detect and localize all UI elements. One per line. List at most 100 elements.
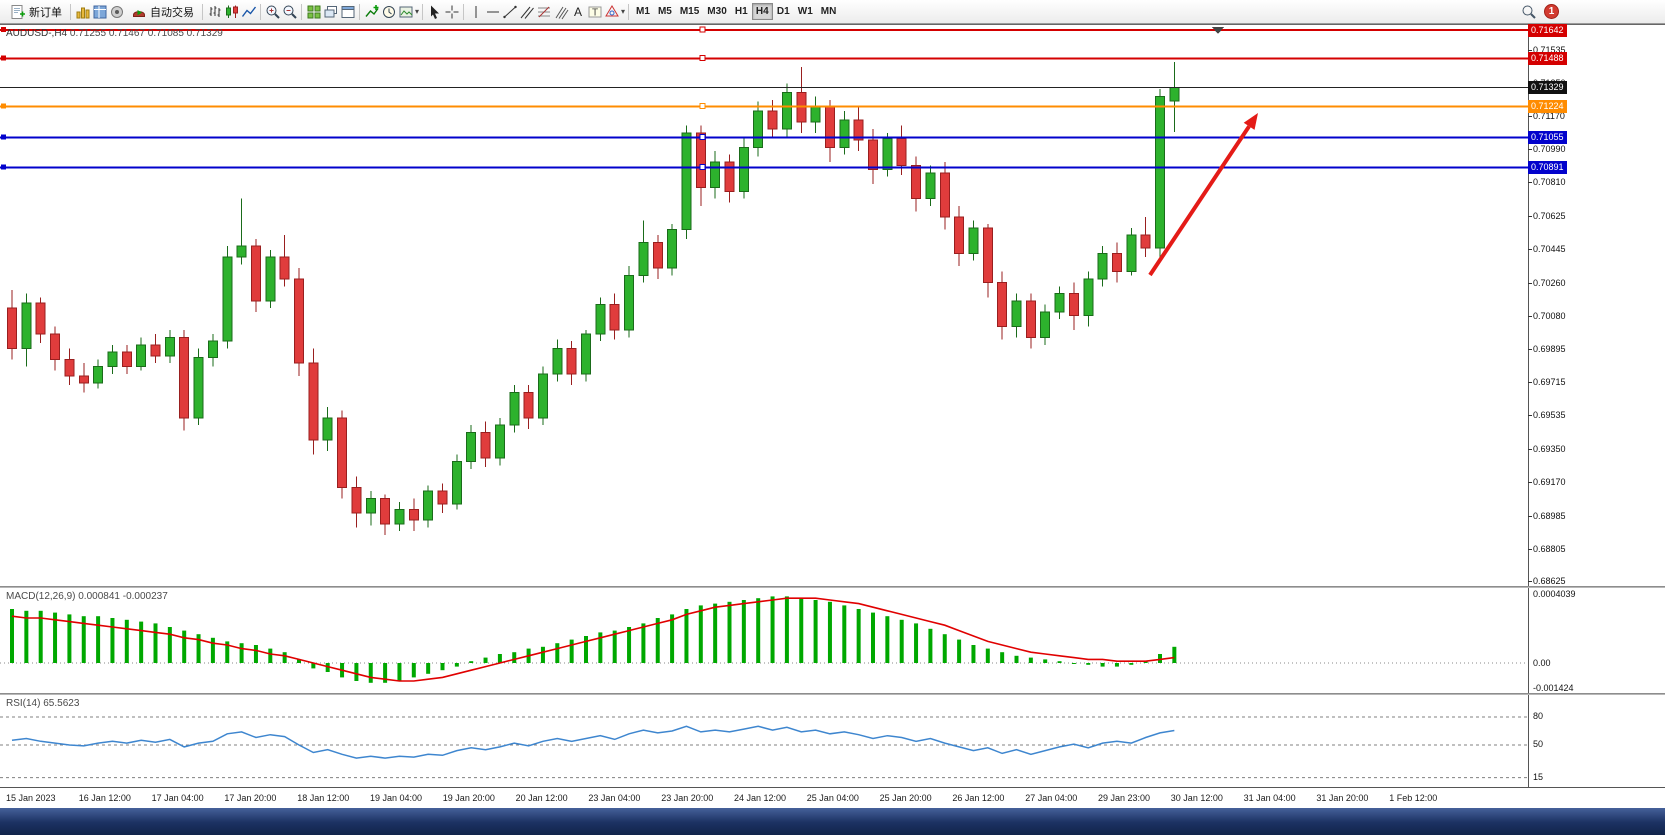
price-tick-label: 0.71535 [1528, 44, 1566, 55]
cursor-icon[interactable] [426, 3, 443, 20]
price-tick-label: 0.69350 [1528, 443, 1566, 454]
tile-windows-icon[interactable] [305, 3, 322, 20]
time-label: 26 Jan 12:00 [952, 793, 1005, 803]
template-dropdown-caret[interactable]: ▾ [415, 7, 420, 16]
symbol-name: AUDUSD-,H4 [6, 28, 68, 39]
price-badge: 0.71488 [1528, 51, 1567, 65]
macd-signal-value: -0.000237 [122, 591, 168, 602]
trendline-tool-icon[interactable] [501, 3, 518, 20]
timeframe-w1-button[interactable]: W1 [797, 6, 813, 17]
search-icon[interactable] [1520, 3, 1537, 20]
time-label: 31 Jan 04:00 [1243, 793, 1296, 803]
autotrading-icon [130, 3, 147, 20]
autotrading-button[interactable]: 自动交易 [125, 2, 199, 22]
timeframe-d1-button[interactable]: D1 [776, 6, 790, 17]
time-label: 15 Jan 2023 [6, 793, 56, 803]
arrange-windows-icon[interactable] [339, 3, 356, 20]
candlestick-type-icon[interactable] [223, 3, 240, 20]
time-label: 1 Feb 12:00 [1389, 793, 1438, 803]
time-label: 30 Jan 12:00 [1170, 793, 1223, 803]
bar-chart-type-icon[interactable] [206, 3, 223, 20]
price-badge: 0.71329 [1528, 80, 1567, 94]
symbol-title: AUDUSD-,H4 0.71255 0.71467 0.71085 0.713… [6, 28, 223, 39]
horizontal-line-tool-icon[interactable] [484, 3, 501, 20]
price-tick-label: 0.69170 [1528, 476, 1566, 487]
time-axis[interactable]: 15 Jan 2023 16 Jan 12:00 17 Jan 04:00 17 Ja… [0, 787, 1665, 808]
main-price-pane[interactable]: AUDUSD-,H4 0.71255 0.71467 0.71085 0.713… [0, 25, 1528, 586]
timeframe-mn-button[interactable]: MN [820, 6, 837, 17]
price-tick-label: 0.70625 [1528, 210, 1566, 221]
fibonacci-tool-icon[interactable] [535, 3, 552, 20]
rsi-pane[interactable]: RSI(14) 65.5623 [0, 695, 1528, 787]
macd-pane[interactable]: MACD(12,26,9) 0.000841 -0.000237 [0, 588, 1528, 693]
timeframe-h1-button[interactable]: H1 [734, 6, 748, 17]
price-badge: 0.71224 [1528, 100, 1567, 113]
new-order-button[interactable]: 新订单 [4, 2, 67, 22]
price-tick-label: 0.70080 [1528, 310, 1566, 321]
time-label: 16 Jan 12:00 [78, 793, 131, 803]
pane-separator[interactable] [0, 693, 1665, 695]
time-label: 18 Jan 12:00 [297, 793, 350, 803]
cascade-windows-icon[interactable] [322, 3, 339, 20]
time-label: 17 Jan 20:00 [224, 793, 277, 803]
shapes-tool-icon[interactable] [603, 3, 620, 20]
price-axis[interactable]: 0.715350.713500.711700.709900.708100.706… [1528, 23, 1665, 787]
zoom-out-icon[interactable] [281, 3, 298, 20]
text-tool-icon[interactable]: A [569, 3, 586, 20]
timeframe-h4-button[interactable]: H4 [751, 3, 773, 20]
toolbar-separator [301, 3, 302, 20]
toolbar-separator [70, 3, 71, 20]
zoom-in-icon[interactable] [264, 3, 281, 20]
price-tick-label: 0.69715 [1528, 377, 1566, 388]
time-label: 20 Jan 12:00 [515, 793, 568, 803]
pane-separator[interactable] [0, 586, 1665, 588]
time-label: 25 Jan 04:00 [806, 793, 859, 803]
price-chart[interactable] [0, 25, 1528, 586]
toolbar-separator [463, 3, 465, 20]
period-clock-icon[interactable] [380, 3, 397, 20]
pitchfork-tool-icon[interactable] [552, 3, 569, 20]
chart-window-icon[interactable] [74, 3, 91, 20]
price-tick-label: 0.69895 [1528, 344, 1566, 355]
time-label: 17 Jan 04:00 [151, 793, 204, 803]
taskbar [0, 807, 1665, 835]
time-label: 24 Jan 12:00 [734, 793, 787, 803]
price-tick-label: 0.70990 [1528, 144, 1566, 155]
time-label: 19 Jan 04:00 [370, 793, 423, 803]
rsi-value: 65.5623 [43, 698, 80, 709]
timeframe-m30-button[interactable]: M30 [707, 6, 727, 17]
rsi-level-label: 80 [1533, 711, 1544, 721]
vertical-line-tool-icon[interactable] [467, 3, 484, 20]
toolbar-separator [202, 3, 203, 20]
price-tick-label: 0.68625 [1528, 576, 1566, 587]
text-tool-glyph: A [574, 5, 582, 19]
shapes-dropdown-caret[interactable]: ▾ [621, 7, 626, 16]
rsi-indicator-chart[interactable] [0, 695, 1528, 787]
macd-main-value: 0.000841 [78, 591, 120, 602]
channel-tool-icon[interactable] [518, 3, 535, 20]
new-order-icon [9, 3, 26, 20]
price-tick-label: 0.71170 [1528, 111, 1565, 122]
notifications-button[interactable]: 1 [1544, 4, 1559, 19]
price-tick-label: 0.70810 [1528, 177, 1566, 188]
label-tool-icon[interactable]: T [586, 3, 603, 20]
add-indicator-icon[interactable] [363, 3, 380, 20]
timeframe-m1-button[interactable]: M1 [636, 6, 650, 17]
timeframe-m15-button[interactable]: M15 [679, 6, 700, 17]
toolbar-separator [628, 3, 630, 20]
autotrading-label: 自动交易 [150, 6, 194, 19]
price-tick-label: 0.69535 [1528, 410, 1566, 421]
timeframe-m5-button[interactable]: M5 [657, 6, 672, 17]
market-watch-icon[interactable] [91, 3, 108, 20]
macd-title: MACD(12,26,9) 0.000841 -0.000237 [6, 591, 168, 602]
rsi-title: RSI(14) 65.5623 [6, 698, 79, 709]
macd-scale-zero-label: 0.00 [1533, 658, 1551, 668]
line-chart-type-icon[interactable] [240, 3, 257, 20]
template-icon[interactable] [397, 3, 414, 20]
rsi-level-label: 15 [1533, 771, 1544, 782]
time-label: 19 Jan 20:00 [442, 793, 495, 803]
time-label: 23 Jan 04:00 [588, 793, 641, 803]
macd-indicator-chart[interactable] [0, 588, 1528, 693]
crosshair-icon[interactable] [443, 3, 460, 20]
alerts-icon[interactable] [108, 3, 125, 20]
